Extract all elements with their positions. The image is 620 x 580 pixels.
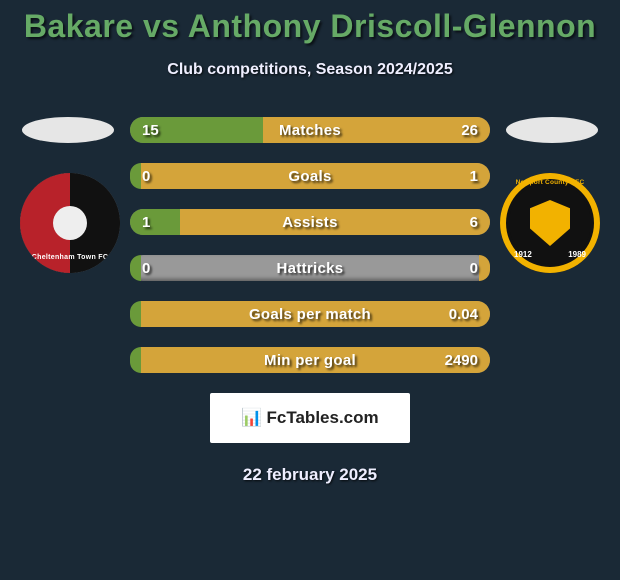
ball-icon [53, 206, 87, 240]
subtitle: Club competitions, Season 2024/2025 [0, 61, 620, 79]
stat-bars: 1526Matches 01Goals 16Assists 00Hattricks 0.… [130, 117, 490, 393]
player-left-oval [22, 117, 114, 143]
badge-text-left: Cheltenham Town FC [20, 254, 120, 261]
stat-row: 2490Min per goal [130, 347, 490, 373]
stat-label: Hattricks [130, 255, 490, 281]
stat-row: 1526Matches [130, 117, 490, 143]
cheltenham-badge: Cheltenham Town FC [20, 173, 120, 273]
stat-row: 0.04Goals per match [130, 301, 490, 327]
page-title: Bakare vs Anthony Driscoll-Glennon [0, 0, 620, 45]
brand-badge: 📊 FcTables.com [210, 393, 410, 443]
badge-text-right: Newport County AFC [500, 179, 600, 186]
stat-row: 00Hattricks [130, 255, 490, 281]
stat-label: Matches [130, 117, 490, 143]
badge-year-right: 1989 [568, 250, 586, 259]
stat-label: Assists [130, 209, 490, 235]
shield-icon [530, 200, 570, 246]
stat-label: Goals per match [130, 301, 490, 327]
stat-label: Goals [130, 163, 490, 189]
stat-row: 16Assists [130, 209, 490, 235]
club-badge-right: Newport County AFC 1912 1989 [500, 173, 600, 273]
badge-year-left: 1912 [514, 250, 532, 259]
player-right-oval [506, 117, 598, 143]
chart-icon: 📊 [241, 408, 262, 428]
comparison-chart: Cheltenham Town FC Newport County AFC 19… [0, 103, 620, 383]
newport-badge: Newport County AFC 1912 1989 [500, 173, 600, 273]
club-badge-left: Cheltenham Town FC [20, 173, 120, 273]
stat-label: Min per goal [130, 347, 490, 373]
date-text: 22 february 2025 [0, 465, 620, 485]
stat-row: 01Goals [130, 163, 490, 189]
brand-text: FcTables.com [267, 408, 379, 428]
